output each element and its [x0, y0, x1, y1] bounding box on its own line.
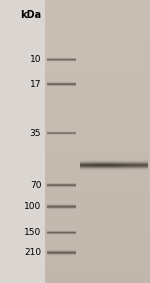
- Text: 70: 70: [30, 181, 41, 190]
- Text: 17: 17: [30, 80, 41, 89]
- Text: 100: 100: [24, 202, 41, 211]
- Text: 10: 10: [30, 55, 41, 64]
- Text: 35: 35: [30, 128, 41, 138]
- Text: 210: 210: [24, 248, 41, 257]
- Text: 150: 150: [24, 228, 41, 237]
- Text: kDa: kDa: [20, 10, 41, 20]
